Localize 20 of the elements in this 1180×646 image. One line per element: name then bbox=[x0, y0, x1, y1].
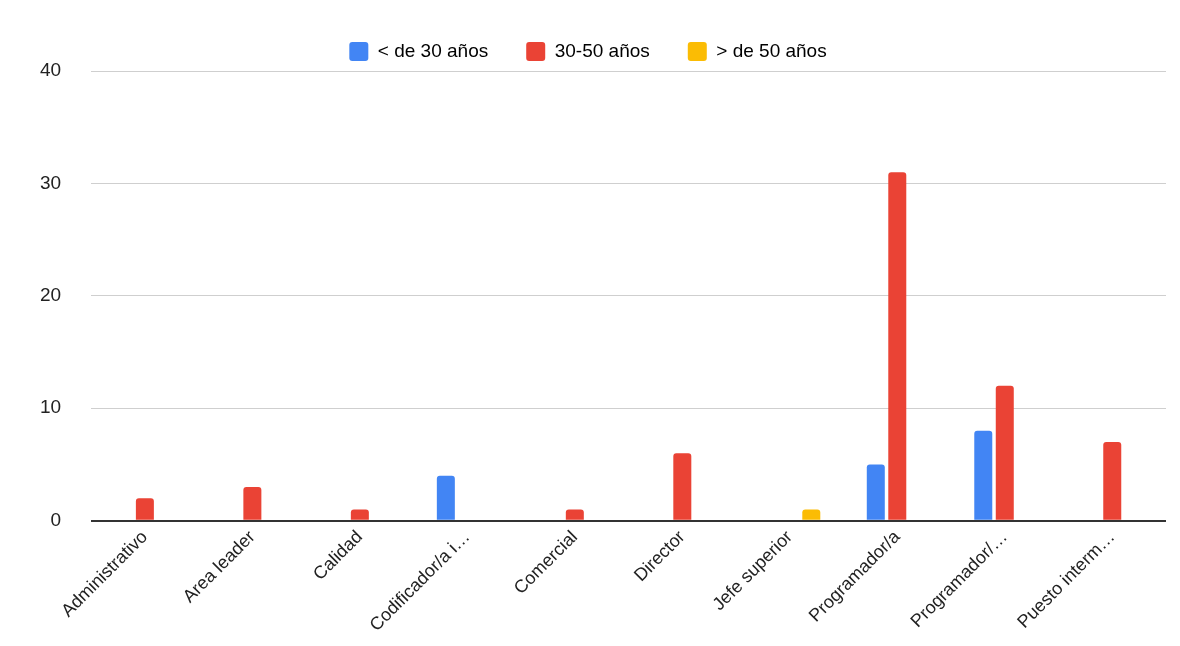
bar bbox=[995, 385, 1014, 520]
bar bbox=[243, 486, 262, 520]
legend-label: 30-50 años bbox=[554, 39, 650, 61]
bar bbox=[1103, 441, 1122, 520]
bar bbox=[350, 509, 369, 520]
bar bbox=[974, 430, 993, 520]
bar bbox=[802, 509, 821, 520]
y-tick-label: 20 bbox=[39, 284, 62, 306]
bar bbox=[673, 453, 692, 520]
bar bbox=[866, 464, 885, 520]
bar bbox=[135, 498, 154, 520]
y-tick-label: 0 bbox=[50, 508, 62, 530]
bar bbox=[888, 172, 907, 520]
y-tick-label: 10 bbox=[39, 396, 62, 418]
y-tick-label: 40 bbox=[39, 59, 62, 81]
bar bbox=[436, 475, 455, 520]
bar bbox=[565, 509, 584, 520]
legend-label: > de 50 años bbox=[716, 39, 827, 61]
legend-label: < de 30 años bbox=[377, 39, 489, 61]
y-tick-label: 30 bbox=[39, 171, 62, 193]
